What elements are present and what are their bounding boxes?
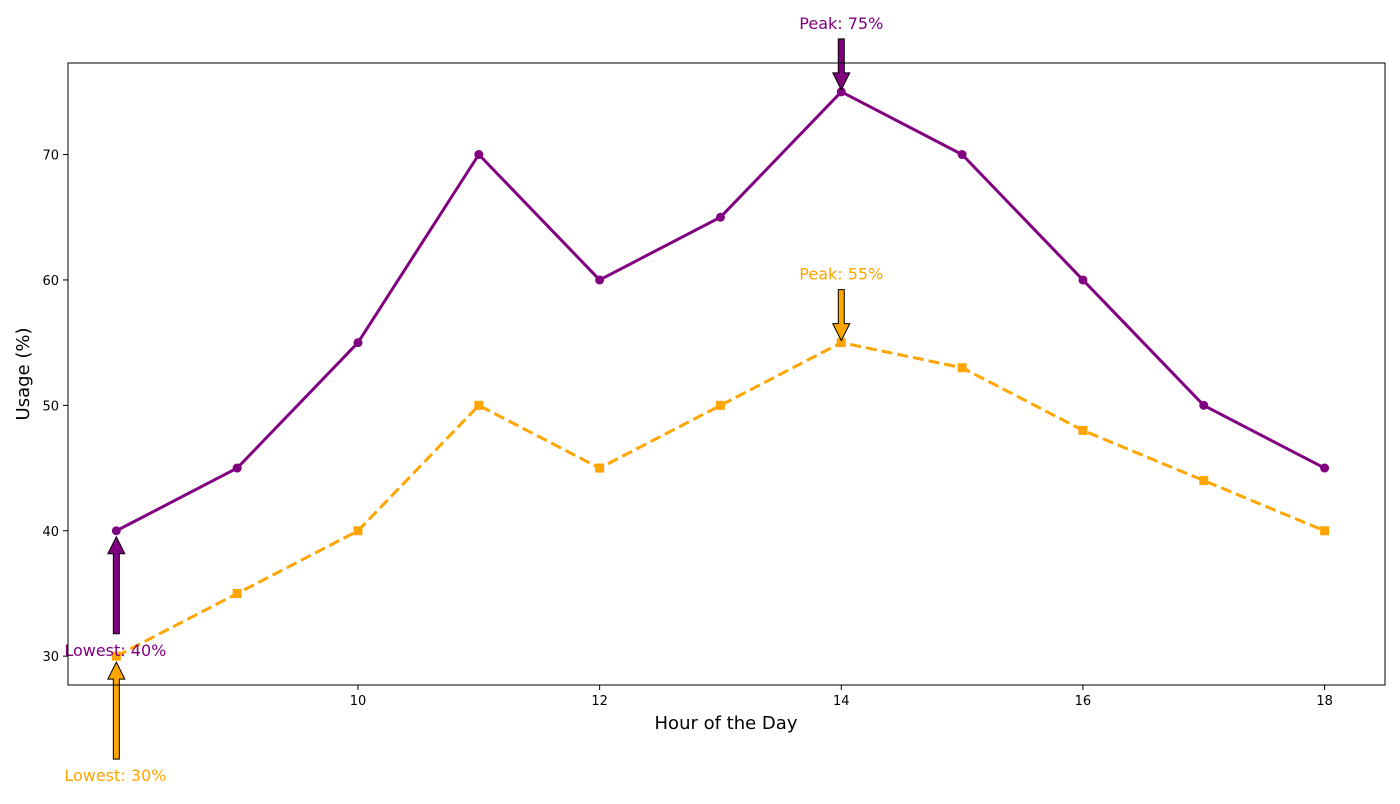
- y-tick-label: 50: [42, 399, 59, 414]
- series-1-point: [353, 338, 363, 348]
- series-2-point: [111, 651, 121, 661]
- series-2-point: [1199, 476, 1209, 486]
- series-2-point: [1078, 425, 1088, 435]
- annotation-label: Peak: 75%: [799, 14, 883, 33]
- annotation-arrow: [107, 661, 126, 760]
- series-2-point: [715, 400, 725, 410]
- x-axis-label: Hour of the Day: [655, 713, 798, 734]
- series-1-point: [957, 150, 967, 160]
- y-axis-label: Usage (%): [13, 328, 34, 421]
- series-1-point: [474, 150, 484, 160]
- marks-layer: [111, 87, 1330, 661]
- series-2-point: [232, 588, 242, 598]
- series-2-line: [115, 341, 1326, 658]
- y-tick-label: 60: [42, 274, 59, 289]
- series-2-point: [474, 400, 484, 410]
- annotation-label: Peak: 55%: [799, 265, 883, 284]
- series-1-point: [111, 526, 121, 536]
- series-2-point: [1320, 526, 1330, 536]
- series-2-point: [836, 338, 846, 348]
- y-tick-label: 30: [42, 650, 59, 665]
- annotation-arrow: [107, 535, 126, 635]
- series-1-point: [715, 212, 725, 222]
- y-tick-label: 70: [42, 149, 59, 164]
- x-tick-label: 12: [591, 694, 608, 709]
- series-2-point: [957, 363, 967, 373]
- series-1-point: [1199, 400, 1209, 410]
- series-1-point: [232, 463, 242, 473]
- plot-area: [68, 63, 1385, 685]
- annotation-label: Lowest: 30%: [64, 766, 166, 785]
- series-2-point: [353, 526, 363, 536]
- x-tick-label: 16: [1075, 694, 1092, 709]
- series-2-point: [595, 463, 605, 473]
- x-tick-label: 18: [1316, 694, 1333, 709]
- annotation-label: Lowest: 40%: [64, 641, 166, 660]
- annotation-layer: Peak: 75% Peak: 55% Lowest: 40% Lowest: 30%: [64, 14, 883, 785]
- series-1-point: [1078, 275, 1088, 285]
- series-1-point: [1320, 463, 1330, 473]
- x-tick-label: 10: [350, 694, 367, 709]
- annotation-arrow: [831, 38, 851, 91]
- series-1-point: [836, 87, 846, 97]
- y-tick-label: 40: [42, 525, 59, 540]
- series-1-point: [595, 275, 605, 285]
- x-tick-label: 14: [833, 694, 850, 709]
- plot-frame: [67, 62, 1386, 686]
- annotation-arrow: [831, 289, 851, 342]
